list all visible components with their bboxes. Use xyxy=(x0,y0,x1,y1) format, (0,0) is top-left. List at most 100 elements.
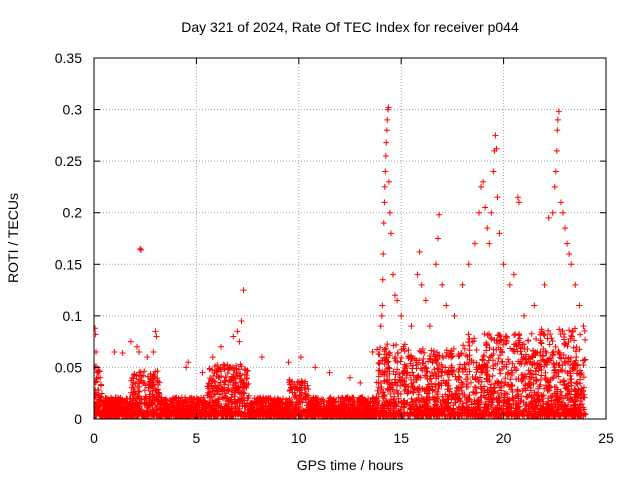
data-point xyxy=(511,346,518,353)
data-point xyxy=(102,403,109,410)
data-point xyxy=(459,403,466,410)
data-point xyxy=(496,230,503,237)
data-point xyxy=(458,387,465,394)
data-point xyxy=(250,410,257,417)
data-point xyxy=(130,375,137,382)
data-point xyxy=(385,402,392,409)
data-point xyxy=(515,375,522,382)
data-point xyxy=(221,394,228,401)
data-point xyxy=(370,399,377,406)
data-point xyxy=(121,405,128,412)
plot-area xyxy=(94,104,589,419)
data-point xyxy=(514,348,521,355)
data-point xyxy=(459,281,466,288)
data-point xyxy=(390,409,397,416)
data-point xyxy=(296,399,303,406)
data-point xyxy=(424,403,431,410)
data-point xyxy=(554,386,561,393)
data-point xyxy=(134,343,141,350)
data-point xyxy=(445,395,452,402)
data-point xyxy=(466,368,473,375)
data-point xyxy=(577,398,584,405)
data-point xyxy=(494,360,501,367)
data-point xyxy=(210,385,217,392)
data-point xyxy=(375,367,382,374)
data-point xyxy=(476,209,483,216)
data-point xyxy=(537,339,544,346)
data-point xyxy=(559,209,566,216)
data-point xyxy=(578,369,585,376)
data-point xyxy=(497,370,504,377)
data-point xyxy=(111,348,118,355)
data-point xyxy=(496,338,503,345)
data-point xyxy=(405,355,412,362)
data-point xyxy=(569,412,576,419)
data-point xyxy=(447,412,454,419)
data-point xyxy=(380,389,387,396)
data-point xyxy=(385,364,392,371)
data-point xyxy=(435,352,442,359)
data-point xyxy=(425,406,432,413)
data-point xyxy=(519,411,526,418)
data-point xyxy=(546,382,553,389)
data-point xyxy=(499,365,506,372)
data-point xyxy=(546,412,553,419)
data-point xyxy=(565,354,572,361)
data-point xyxy=(150,397,157,404)
data-point xyxy=(486,331,493,338)
data-point xyxy=(457,384,464,391)
data-point xyxy=(419,403,426,410)
data-point xyxy=(435,369,442,376)
data-point xyxy=(416,384,423,391)
data-point xyxy=(471,240,478,247)
data-point xyxy=(380,395,387,402)
data-point xyxy=(517,345,524,352)
data-point xyxy=(236,389,243,396)
data-point xyxy=(388,396,395,403)
data-point xyxy=(128,389,135,396)
data-point xyxy=(505,356,512,363)
data-point xyxy=(374,346,381,353)
data-point xyxy=(410,372,417,379)
chart-title: Day 321 of 2024, Rate Of TEC Index for r… xyxy=(181,19,519,35)
data-point xyxy=(428,347,435,354)
data-point xyxy=(505,411,512,418)
data-point xyxy=(213,398,220,405)
data-point xyxy=(377,412,384,419)
data-point xyxy=(152,328,159,335)
data-point xyxy=(567,362,574,369)
data-point xyxy=(99,408,106,415)
data-point xyxy=(416,357,423,364)
data-point xyxy=(398,346,405,353)
data-point xyxy=(115,405,122,412)
data-point xyxy=(152,402,159,409)
data-point xyxy=(534,360,541,367)
data-point xyxy=(159,398,166,405)
data-point xyxy=(185,359,192,366)
data-point xyxy=(379,357,386,364)
data-point xyxy=(562,225,569,232)
data-point xyxy=(509,360,516,367)
data-point xyxy=(538,372,545,379)
data-point xyxy=(237,412,244,419)
data-point xyxy=(500,341,507,348)
data-point xyxy=(434,391,441,398)
data-point xyxy=(561,336,568,343)
data-point xyxy=(560,377,567,384)
data-point xyxy=(211,412,218,419)
data-point xyxy=(456,409,463,416)
data-point xyxy=(177,399,184,406)
data-point xyxy=(418,395,425,402)
data-point xyxy=(347,412,354,419)
data-point xyxy=(552,168,559,175)
data-point xyxy=(455,365,462,372)
data-point xyxy=(484,332,491,339)
data-point xyxy=(410,389,417,396)
data-point xyxy=(551,367,558,374)
data-point xyxy=(381,369,388,376)
data-point xyxy=(533,336,540,343)
data-point xyxy=(238,395,245,402)
data-point xyxy=(433,261,440,268)
data-point xyxy=(265,408,272,415)
data-point xyxy=(149,382,156,389)
